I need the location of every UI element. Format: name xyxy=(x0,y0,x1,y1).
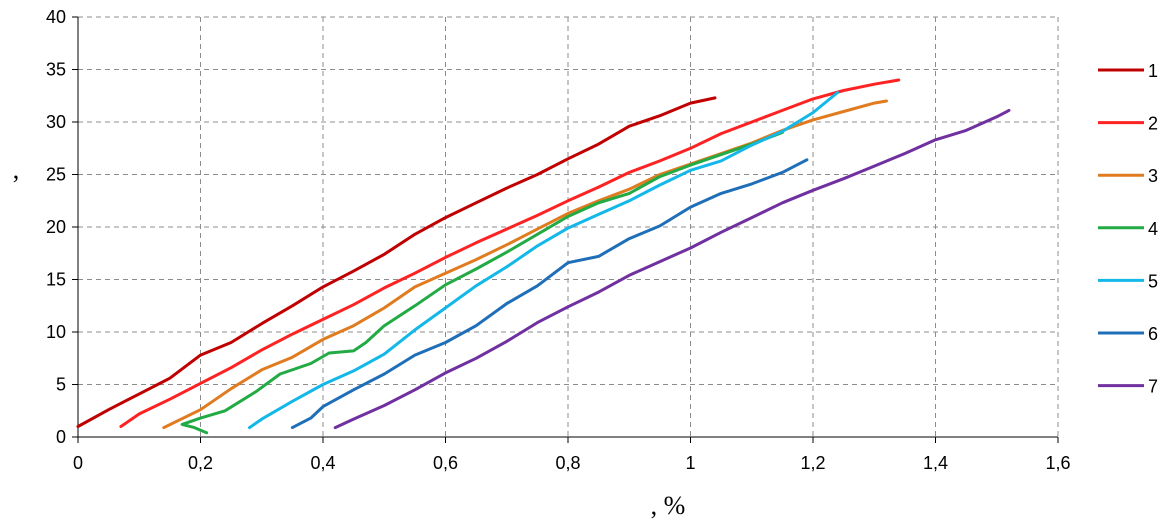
x-axis-label: , % xyxy=(651,491,686,520)
y-axis-label: , xyxy=(13,155,20,184)
series-line-2 xyxy=(119,78,901,428)
series-line-4 xyxy=(180,131,784,435)
x-tick-label: 1 xyxy=(685,453,695,473)
x-axis-ticks: 0 0,2 0,4 0,6 0,8 1 1,2 1,4 1,6 xyxy=(73,437,1071,473)
y-tick-label: 20 xyxy=(46,217,66,237)
y-tick-label: 0 xyxy=(56,427,66,447)
legend-label-4: 4 xyxy=(1148,219,1158,239)
y-tick-label: 40 xyxy=(46,7,66,27)
y-tick-label: 5 xyxy=(56,375,66,395)
legend-label-3: 3 xyxy=(1148,166,1158,186)
series-line-5 xyxy=(248,91,839,430)
y-tick-label: 10 xyxy=(46,322,66,342)
series-line-6 xyxy=(290,158,809,430)
x-tick-label: 0,4 xyxy=(310,453,335,473)
y-tick-label: 15 xyxy=(46,270,66,290)
y-tick-label: 25 xyxy=(46,165,66,185)
x-tick-label: 1,6 xyxy=(1045,453,1070,473)
x-tick-label: 0 xyxy=(73,453,83,473)
series-line-1 xyxy=(76,96,717,428)
x-tick-label: 1,4 xyxy=(923,453,948,473)
y-axis-ticks: 0 5 10 15 20 25 30 35 40 xyxy=(46,7,78,447)
series-lines xyxy=(76,78,1011,435)
legend-label-7: 7 xyxy=(1148,377,1158,397)
x-tick-label: 0,6 xyxy=(433,453,458,473)
legend-label-1: 1 xyxy=(1148,61,1158,81)
legend-label-2: 2 xyxy=(1148,114,1158,134)
x-tick-label: 1,2 xyxy=(800,453,825,473)
y-tick-label: 30 xyxy=(46,112,66,132)
legend: 1 2 3 4 5 6 7 xyxy=(1098,61,1158,397)
x-tick-label: 0,8 xyxy=(555,453,580,473)
legend-label-6: 6 xyxy=(1148,324,1158,344)
y-tick-label: 35 xyxy=(46,60,66,80)
grid-lines xyxy=(77,16,1059,438)
legend-label-5: 5 xyxy=(1148,271,1158,291)
x-tick-label: 0,2 xyxy=(188,453,213,473)
series-line-7 xyxy=(333,108,1011,430)
